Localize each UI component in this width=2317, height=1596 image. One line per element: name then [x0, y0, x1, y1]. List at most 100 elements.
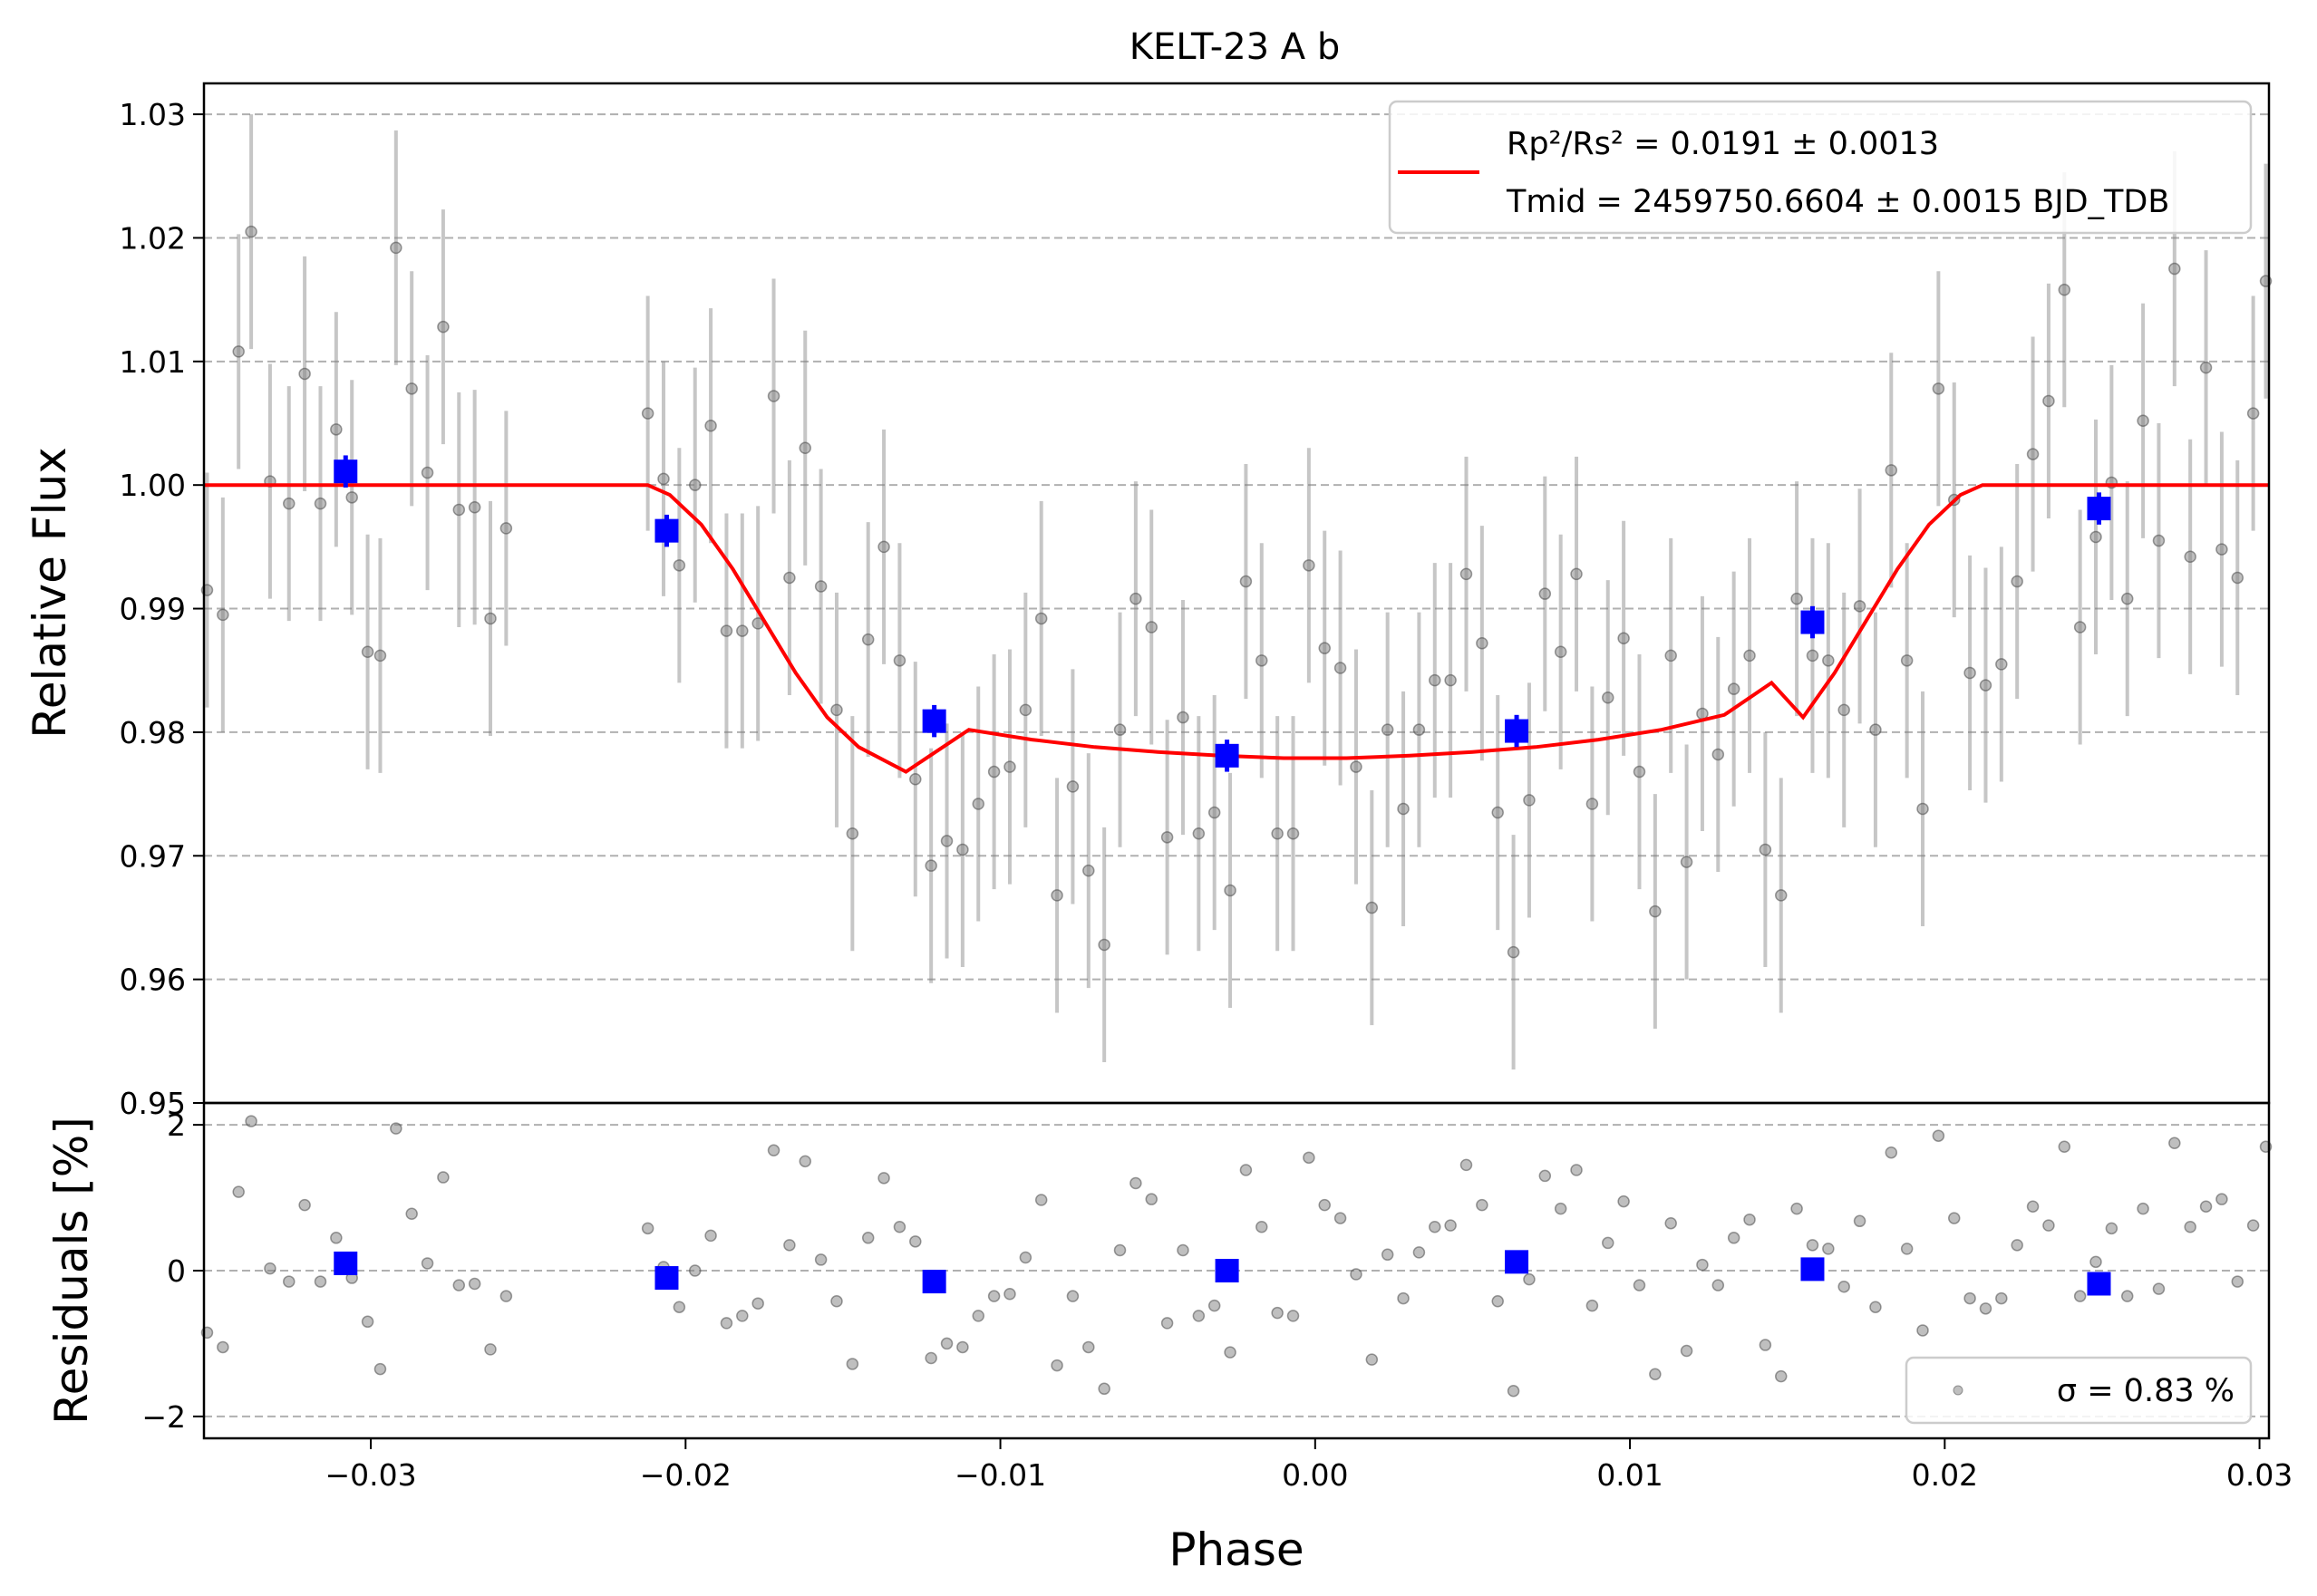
raw-point: [1034, 612, 1048, 625]
raw-point: [1759, 843, 1772, 856]
residual-point: [1003, 1287, 1016, 1301]
x-tick-label: 0.02: [1912, 1457, 1978, 1493]
raw-point: [673, 559, 686, 572]
raw-point: [1412, 723, 1426, 736]
residual-point: [861, 1232, 875, 1244]
raw-point: [1491, 806, 1504, 819]
residual-point: [1869, 1301, 1882, 1313]
raw-point: [814, 580, 828, 593]
transit-model-line: [204, 483, 2269, 774]
raw-point: [2184, 550, 2196, 564]
raw-point: [1066, 780, 1080, 793]
raw-point: [1602, 691, 1614, 704]
residual-point: [499, 1290, 513, 1302]
residual-y-axis-ticks: −2 0 2: [141, 1108, 204, 1435]
raw-point: [1900, 654, 1914, 667]
raw-point: [1429, 673, 1441, 687]
top-y-axis-ticks: 0.95 0.96 0.97 0.98 0.99 1.00 1.01 1.02 1.03: [120, 97, 204, 1121]
residual-point: [1727, 1232, 1740, 1244]
raw-point: [2246, 407, 2260, 420]
raw-point: [390, 241, 402, 255]
binned-point: [1800, 610, 1825, 634]
raw-point: [1570, 567, 1583, 581]
top-raw-data: [200, 114, 2273, 1070]
raw-point: [751, 617, 764, 630]
raw-point: [373, 649, 387, 663]
raw-point: [1649, 904, 1662, 918]
residual-point: [2011, 1239, 2023, 1252]
raw-point: [1932, 382, 1945, 395]
raw-point: [1019, 703, 1032, 717]
residual-point: [468, 1277, 481, 1291]
raw-point: [452, 503, 466, 517]
residual-point: [1019, 1251, 1032, 1264]
residual-binned-point: [654, 1266, 679, 1291]
raw-point: [1255, 654, 1268, 667]
raw-point: [2231, 571, 2244, 585]
raw-point: [1192, 827, 1206, 840]
residual-point: [673, 1301, 686, 1313]
residual-point: [767, 1144, 780, 1157]
raw-point: [1727, 682, 1740, 695]
residual-point: [1239, 1164, 1253, 1176]
raw-point: [2199, 361, 2213, 374]
residual-point: [846, 1358, 859, 1370]
top-y-tick-label: 1.01: [120, 344, 186, 380]
residual-point: [2184, 1220, 2196, 1233]
residual-point: [1538, 1169, 1552, 1183]
residual-point: [1759, 1339, 1772, 1351]
raw-point: [1350, 760, 1362, 773]
raw-point: [405, 382, 418, 395]
residual-binned-point: [1505, 1250, 1529, 1274]
residual-y-axis-label: Residuals [%]: [45, 1117, 98, 1425]
residual-point: [484, 1343, 497, 1356]
residual-binned-point: [334, 1251, 358, 1275]
residual-point: [1113, 1243, 1127, 1257]
residual-point: [814, 1253, 828, 1266]
residual-point: [2026, 1200, 2040, 1213]
residual-point: [1617, 1195, 1630, 1208]
residual-point: [1696, 1258, 1709, 1272]
residual-y-tick-label: 0: [167, 1253, 186, 1289]
residual-point: [2215, 1193, 2228, 1205]
raw-point: [799, 441, 812, 455]
top-y-tick-label: 0.95: [120, 1086, 186, 1121]
raw-point: [1538, 587, 1552, 600]
raw-point: [1239, 575, 1253, 588]
residual-point: [1444, 1219, 1457, 1232]
residual-point: [2073, 1290, 2087, 1302]
raw-point: [1806, 649, 1819, 663]
residual-point: [1098, 1382, 1110, 1396]
chart-title: KELT-23 A b: [1129, 26, 1341, 68]
residual-point: [641, 1222, 654, 1235]
raw-point: [2089, 530, 2102, 544]
residual-point: [1255, 1220, 1268, 1233]
residual-point: [1129, 1176, 1142, 1190]
residual-point: [1979, 1302, 1992, 1315]
residual-binned-data: [334, 1250, 2111, 1296]
residual-point: [1034, 1194, 1048, 1206]
raw-point: [361, 645, 374, 659]
raw-point: [783, 571, 796, 585]
residual-point: [1916, 1324, 1929, 1337]
residual-binned-point: [1800, 1257, 1825, 1282]
raw-point: [2042, 394, 2055, 408]
residual-binned-point: [2087, 1272, 2111, 1296]
raw-point: [657, 472, 670, 486]
raw-point: [925, 859, 937, 872]
residual-point: [799, 1155, 812, 1168]
residual-point: [1066, 1290, 1080, 1302]
residual-point: [1900, 1243, 1914, 1255]
raw-point: [1003, 760, 1016, 773]
raw-point: [830, 703, 843, 717]
raw-point: [298, 367, 311, 381]
residual-point: [1743, 1213, 1756, 1226]
residual-point: [1822, 1243, 1835, 1255]
raw-point: [736, 624, 749, 637]
residual-point: [972, 1310, 984, 1322]
residual-point: [452, 1279, 466, 1291]
raw-point: [1113, 723, 1127, 736]
residual-point: [1649, 1368, 1662, 1380]
raw-point: [2152, 534, 2166, 547]
raw-point: [1397, 802, 1410, 816]
